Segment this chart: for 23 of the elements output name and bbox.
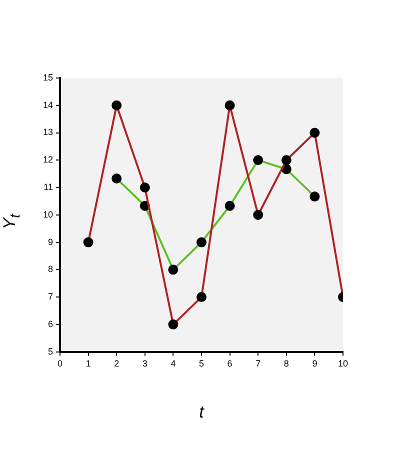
- x-axis-title: t: [199, 402, 206, 422]
- x-tick-label: 1: [86, 358, 91, 369]
- y-tick-label: 13: [42, 127, 54, 138]
- x-tick-label: 6: [227, 358, 232, 369]
- y-tick-label: 9: [48, 236, 54, 247]
- x-tick-label: 4: [170, 358, 176, 369]
- x-tick-label: 0: [58, 358, 63, 369]
- y-tick-label: 12: [42, 154, 54, 165]
- y-tick-label: 7: [48, 292, 54, 302]
- y-tick-label: 6: [48, 318, 54, 329]
- y-tick-label: 10: [42, 209, 54, 220]
- x-tick-label: 3: [142, 358, 148, 369]
- x-tick-label: 2: [114, 358, 120, 369]
- x-tick-label: 9: [312, 358, 318, 369]
- x-tick-label: 10: [338, 358, 348, 369]
- x-tick-label: 8: [284, 358, 289, 369]
- y-tick-label: 15: [42, 72, 54, 82]
- y-tick-label: 8: [48, 264, 54, 274]
- x-tick-label: 5: [199, 358, 204, 369]
- y-tick-label: 11: [44, 182, 54, 192]
- y-tick-label: 14: [42, 100, 54, 110]
- x-tick-label: 7: [256, 358, 261, 369]
- y-tick-label: 5: [48, 346, 54, 356]
